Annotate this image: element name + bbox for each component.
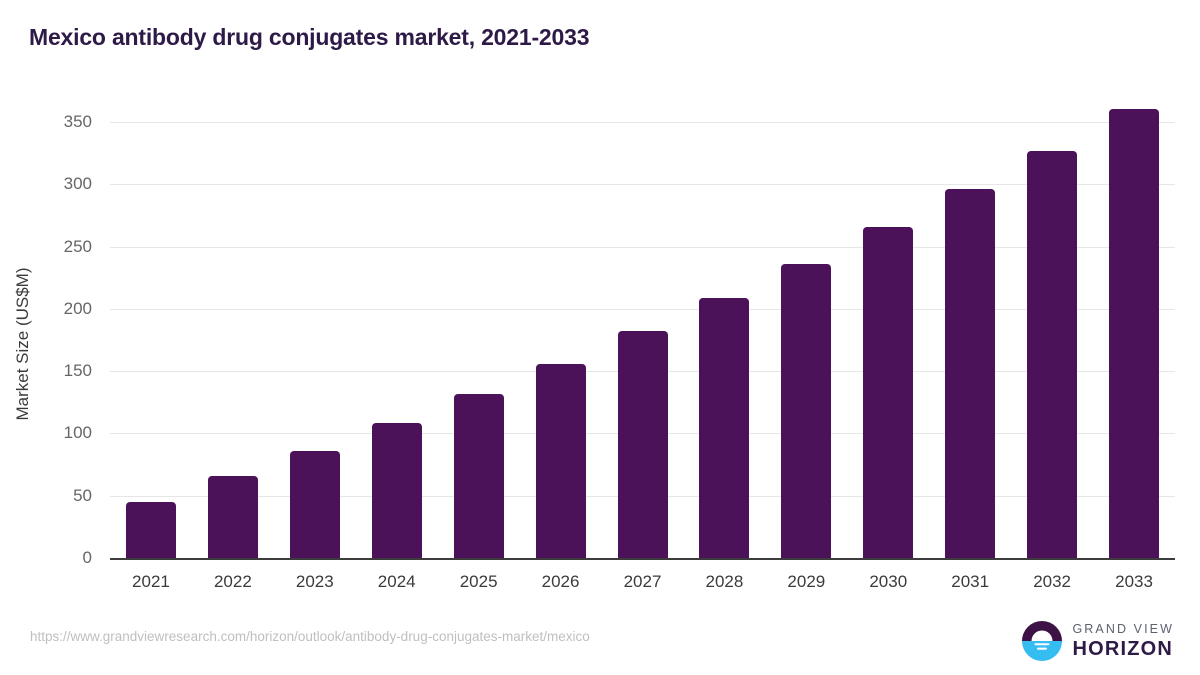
bar[interactable] — [289, 450, 340, 558]
x-tick-label: 2030 — [869, 572, 908, 591]
x-tick-label: 2026 — [541, 572, 580, 591]
bar[interactable] — [371, 423, 422, 558]
y-tick-label: 250 — [63, 236, 92, 256]
bar[interactable] — [863, 226, 914, 558]
logo-line-1: GRAND VIEW — [1072, 622, 1174, 637]
gridline — [110, 121, 1175, 123]
logo-wordmark: GRAND VIEW HORIZON — [1072, 623, 1174, 659]
y-tick-label: 0 — [82, 548, 92, 567]
horizon-circle-icon — [1021, 620, 1063, 662]
x-tick-label: 2025 — [459, 572, 498, 591]
x-tick-label: 2024 — [377, 572, 416, 591]
bar[interactable] — [535, 363, 586, 558]
bar[interactable] — [453, 393, 504, 558]
x-tick-label: 2027 — [623, 572, 662, 591]
bar[interactable] — [781, 263, 832, 558]
x-tick-label: 2033 — [1115, 572, 1153, 591]
source-url[interactable]: https://www.grandviewresearch.com/horizo… — [30, 629, 590, 644]
bar[interactable] — [207, 475, 258, 558]
x-tick-label: 2029 — [787, 572, 826, 591]
brand-logo: GRAND VIEW HORIZON — [1021, 620, 1174, 662]
gridline — [110, 308, 1175, 310]
bar[interactable] — [1109, 109, 1160, 558]
gridline — [110, 184, 1175, 186]
bar[interactable] — [1027, 150, 1078, 558]
y-tick-label: 150 — [63, 361, 92, 381]
bar[interactable] — [945, 189, 996, 558]
bar[interactable] — [699, 297, 750, 558]
x-tick-label: 2031 — [951, 572, 990, 591]
page-title: Mexico antibody drug conjugates market, … — [29, 24, 590, 50]
x-axis-line — [110, 558, 1175, 560]
x-tick-label: 2032 — [1033, 572, 1072, 591]
y-tick-label: 300 — [63, 174, 92, 194]
gridline — [110, 246, 1175, 248]
y-tick-label: 50 — [73, 485, 92, 505]
x-tick-label: 2021 — [132, 572, 170, 591]
x-tick-label: 2023 — [295, 572, 334, 591]
y-tick-label: 350 — [63, 111, 92, 131]
logo-line-2: HORIZON — [1072, 637, 1174, 660]
bar[interactable] — [617, 331, 668, 558]
y-tick-label: 100 — [63, 423, 92, 443]
x-tick-label: 2028 — [705, 572, 744, 591]
x-tick-label: 2022 — [213, 572, 252, 591]
y-tick-label: 200 — [63, 298, 92, 318]
bar[interactable] — [125, 501, 176, 558]
